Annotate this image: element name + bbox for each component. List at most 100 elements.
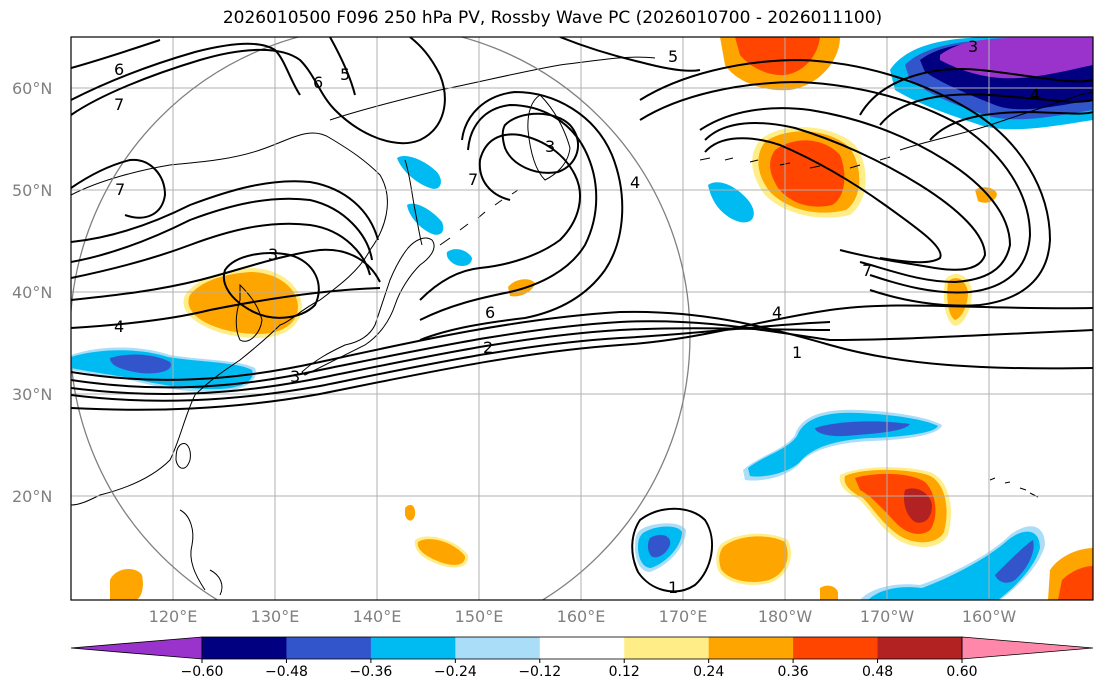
colorbar-tick-label: −0.12 [518,664,561,680]
contour-n-5 [559,37,701,72]
map-layers: 6 7 5 6 7 3 7 6 4 3 2 3 4 5 3 4 7 4 1 1 [71,37,1093,600]
colorbar-tick-label: 0.48 [862,664,893,680]
contour-label: 5 [340,65,350,84]
contour-label: 1 [792,343,802,362]
contour-tropical-1 [631,507,713,593]
neg-anomaly-china-core [110,354,171,374]
kamchatka-coast [527,94,571,181]
contour-4-west [71,287,381,329]
contour-label: 3 [545,137,555,156]
contour-label: 5 [668,47,678,66]
pos-anomaly-se-corner-core [1058,566,1093,600]
colorbar-tick-label: 0.60 [946,664,977,680]
contour-north-2 [879,93,1093,126]
pos-anomaly-hawaii-core [904,488,932,523]
contour-north-3 [929,110,1093,141]
colorbar-segment [455,637,541,659]
colorbar-tick-label: −0.24 [434,664,477,680]
lat-labels: 60°N 50°N 40°N 30°N 20°N [12,79,52,506]
mainland-coast [71,132,388,506]
contour-label: 7 [862,261,872,280]
contour-label: 7 [468,170,478,189]
contour-nw-2 [71,42,301,101]
philippines-coast [179,509,223,596]
contour-5-west [71,248,381,301]
contour-label: 3 [290,367,300,386]
colorbar-outline [201,636,963,660]
contour-kamchatka-3 [419,90,624,341]
lon-label: 160°W [962,607,1017,626]
colorbar-segment [877,637,963,659]
colorbar-segment [793,637,879,659]
contour-ridge-4 [704,122,987,271]
contour-label: 7 [115,180,125,199]
lat-label: 50°N [12,181,52,200]
lon-labels: 120°E 130°E 140°E 150°E 160°E 170°E 180°… [149,607,1017,626]
neg-anomaly-japan-3 [446,249,472,266]
lat-label: 40°N [12,283,52,302]
pv-contours [71,37,1093,593]
lat-label: 60°N [12,79,52,98]
pos-anomaly-north-core [735,37,820,76]
contour-3a [71,327,831,395]
pos-anomaly-tropical [719,536,788,582]
lon-label: 170°E [659,607,708,626]
contour-ridge-5 [704,137,942,264]
contour-label: 4 [114,317,124,336]
colorbar-segment [708,637,794,659]
contour-korea-low [222,252,320,319]
colorbar-extend-high [961,636,1094,660]
map-border [70,36,1094,601]
contour-north-1 [859,68,1093,116]
contour-label: 3 [968,37,978,56]
contour-1 [71,310,1093,381]
neg-anomaly-japan-2 [407,203,444,235]
coastlines [71,56,1093,596]
contour-7-west [71,197,373,263]
colorbar-segment [202,637,287,659]
neg-anomaly-japan-1 [397,155,441,189]
contour-label: 6 [114,60,124,79]
sakhalin-coast [404,159,423,246]
contour-nw-3 [71,39,161,69]
contour-3c [71,304,1093,411]
neg-anomaly-subtropic-core [815,421,910,437]
colorbar-segment [539,637,625,659]
contour-nw-1 [71,37,446,145]
colorbar-tick-label: −0.60 [181,664,224,680]
lon-label: 150°E [455,607,504,626]
lon-label: 180°W [758,607,813,626]
pos-anomaly-bottom [820,585,838,600]
lat-label: 30°N [12,385,52,404]
contour-8-west [71,180,379,243]
pos-anomaly-mid [417,539,466,565]
contour-label: 4 [630,173,640,192]
contour-kamchatka-2 [419,103,598,321]
map-title: 2026010500 F096 250 hPa PV, Rossby Wave … [222,8,883,28]
pos-anomaly-stripe [947,278,968,320]
lon-label: 140°E [353,607,402,626]
contour-kamchatka-low [501,112,579,174]
contour-2 [71,320,1093,389]
neg-anomaly-central [708,182,754,223]
contour-label: 2 [483,338,493,357]
pos-anomaly-small-mid [405,504,416,521]
colorbar-tick-label: 0.12 [609,664,640,680]
contour-label: 4 [1030,85,1040,104]
contour-6-west [71,222,371,279]
colorbar-tick-label: 0.24 [693,664,724,680]
contour-nw-4 [71,158,167,219]
colorbar-extend-low [70,636,203,660]
lon-label: 170°W [860,607,915,626]
colorbar-ticks: −0.60 −0.48 −0.36 −0.24 −0.12 0.12 0.24 … [181,659,978,680]
colorbar-segment [286,637,372,659]
colorbar: −0.60 −0.48 −0.36 −0.24 −0.12 0.12 0.24 … [70,636,1094,680]
colorbar-segments [70,636,1094,660]
neg-anomaly-se-core [995,540,1034,583]
contour-ridge-3 [699,107,1012,284]
hawaii-islands [989,477,1039,498]
contour-label: 6 [313,73,323,92]
contour-label: 4 [772,303,782,322]
contour-labels: 6 7 5 6 7 3 7 6 4 3 2 3 4 5 3 4 7 4 1 1 [114,37,1040,597]
